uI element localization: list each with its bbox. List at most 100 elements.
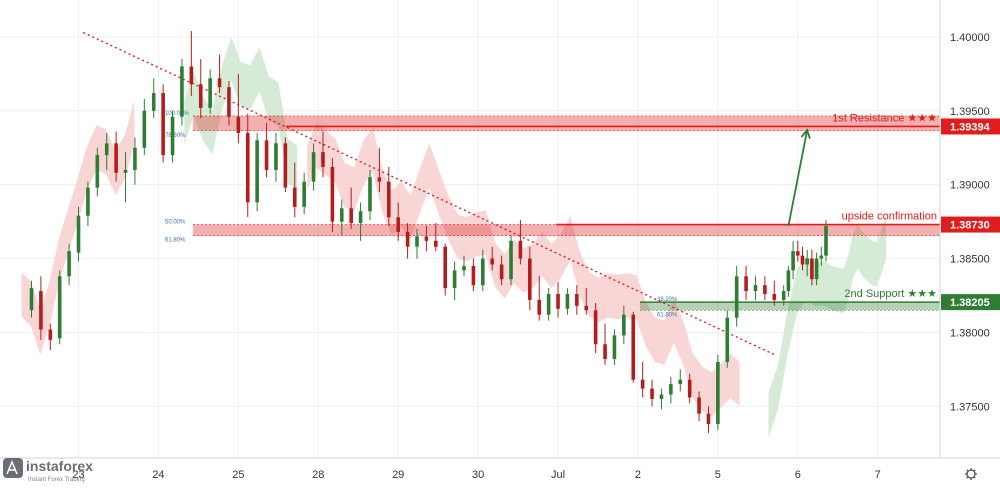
- candle: [744, 265, 748, 300]
- candle: [292, 162, 297, 218]
- candle: [593, 302, 598, 354]
- candle: [669, 376, 673, 404]
- candle-body: [161, 93, 165, 156]
- gear-icon[interactable]: [965, 468, 977, 480]
- level-zone: [193, 115, 940, 131]
- candle-body: [283, 143, 288, 188]
- candle-body: [612, 335, 617, 360]
- instaforex-logo: instaforex Instant Forex Trading: [3, 458, 93, 483]
- candle-body: [584, 305, 589, 311]
- candle-body: [791, 251, 795, 271]
- candle-body: [687, 379, 692, 398]
- candle-body: [255, 140, 259, 203]
- candle-body: [443, 246, 448, 289]
- candle: [274, 132, 278, 182]
- candle: [575, 285, 579, 315]
- price-tag: [941, 216, 1000, 233]
- candle: [180, 59, 184, 126]
- candle-body: [471, 265, 476, 286]
- candle: [462, 255, 466, 277]
- candle-body: [76, 215, 81, 253]
- candle-body: [744, 276, 748, 292]
- candle: [631, 311, 636, 383]
- candle-body: [810, 258, 814, 280]
- candle-body: [462, 265, 466, 271]
- candle-body: [236, 116, 241, 133]
- candle: [490, 246, 495, 271]
- x-axis: 23 24 25 28 29 30 Jul 2 5 6 7: [0, 457, 1000, 481]
- candle: [236, 73, 241, 144]
- candle-body: [499, 264, 504, 280]
- candle-body: [678, 379, 683, 385]
- fib-label: 50.00%: [165, 220, 186, 226]
- x-tick-label: 24: [152, 469, 164, 481]
- candle: [734, 265, 739, 327]
- fib-label: 100.00%: [165, 111, 189, 117]
- candle: [805, 249, 809, 277]
- y-tick-label: 1.39500: [950, 106, 990, 118]
- candle: [67, 243, 71, 286]
- candle: [546, 288, 551, 321]
- candle: [302, 172, 306, 215]
- candle-body: [114, 143, 118, 173]
- candle-body: [245, 132, 250, 203]
- x-tick-label: 23: [72, 469, 84, 481]
- candle: [283, 137, 288, 193]
- candle: [481, 249, 485, 292]
- candle-body: [650, 388, 654, 399]
- candle-body: [39, 291, 43, 330]
- candle-body: [330, 166, 335, 222]
- candle: [622, 305, 626, 345]
- candle: [57, 270, 62, 345]
- candle-body: [358, 211, 363, 224]
- candle-body: [725, 317, 730, 362]
- logo-tagline: Instant Forex Trading: [28, 477, 85, 483]
- candle: [753, 276, 758, 300]
- candle: [104, 132, 109, 170]
- gear-icon-tooth: [966, 469, 969, 472]
- candle-body: [123, 169, 128, 173]
- y-tick-label: 1.40000: [950, 32, 990, 44]
- candle-body: [800, 255, 805, 265]
- candle-body: [274, 143, 278, 170]
- candle: [321, 131, 325, 178]
- candle: [349, 187, 353, 229]
- price-tag-label: 1.39394: [950, 121, 991, 133]
- candle-body: [302, 181, 306, 207]
- candle: [706, 406, 711, 433]
- candle: [725, 310, 730, 368]
- y-tick-label: 1.38000: [950, 327, 990, 339]
- candle-body: [386, 181, 391, 218]
- candle: [227, 81, 231, 126]
- candle-body: [29, 288, 34, 311]
- candle-body: [509, 240, 513, 280]
- cloud-bear-segment: [21, 100, 135, 355]
- candle-body: [603, 344, 607, 360]
- candle: [814, 252, 819, 286]
- candle: [264, 122, 269, 178]
- candle: [584, 288, 589, 315]
- candle-body: [48, 329, 53, 340]
- candle: [245, 113, 250, 218]
- candle-body: [208, 78, 212, 108]
- candles: [29, 31, 828, 433]
- candle: [687, 373, 692, 404]
- candle: [396, 202, 400, 241]
- candle-body: [528, 258, 532, 300]
- fib-label: 78.60%: [165, 133, 186, 139]
- fib-label: 61.80%: [657, 312, 678, 318]
- candle-body: [824, 226, 828, 256]
- candle-body: [142, 110, 147, 148]
- price-tag: [941, 118, 1000, 135]
- candle-body: [546, 294, 551, 315]
- ichimoku-cloud: [21, 36, 886, 438]
- candle-body: [819, 255, 824, 259]
- candle: [716, 354, 720, 430]
- candle: [405, 223, 410, 259]
- candle: [781, 285, 786, 306]
- price-tag-label: 1.38730: [950, 220, 990, 232]
- candle-body: [133, 147, 137, 170]
- candle-body: [405, 231, 410, 247]
